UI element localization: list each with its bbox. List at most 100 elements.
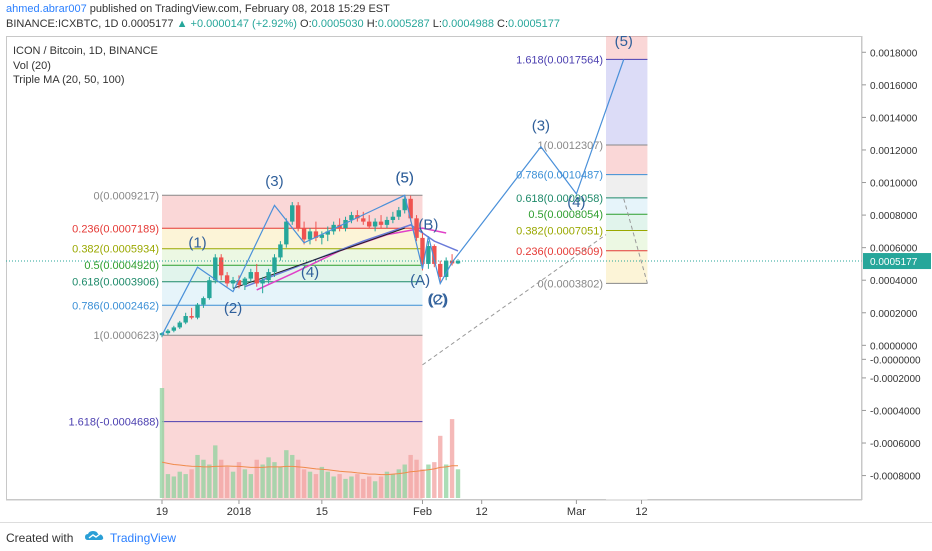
candle-body — [390, 216, 396, 220]
volume-bar — [213, 445, 218, 498]
legend-triple-ma: Triple MA (20, 50, 100) — [13, 74, 125, 86]
fib-level-label: 0.5(0.0004920) — [84, 260, 159, 272]
volume-bar — [219, 459, 224, 498]
trend-line — [232, 227, 405, 289]
volume-bar — [165, 474, 171, 498]
elliott-wave-path — [161, 59, 625, 336]
volume-bar — [272, 462, 277, 498]
candle-body — [278, 244, 283, 258]
fib-zone-right — [606, 214, 648, 231]
price-tick-label: -0.0000000 — [870, 355, 921, 366]
price-tick-label: 0.0014000 — [870, 113, 918, 124]
fib-level-label: 0(0.0009217) — [94, 190, 159, 202]
fib-zone-right — [606, 174, 648, 198]
fib-level-label: 0.382(0.0005934) — [72, 244, 159, 256]
volume-bar — [372, 481, 378, 498]
volume-bar — [367, 476, 372, 498]
price-tick-label: 0.0006000 — [870, 244, 918, 255]
candle-body — [307, 231, 313, 240]
candle-body — [349, 215, 354, 220]
wave-label: (2) — [429, 292, 447, 309]
last-price-badge — [863, 253, 931, 270]
volume-bar — [384, 471, 390, 498]
candle-body — [266, 272, 271, 281]
candle-body — [207, 280, 212, 299]
candle-body — [254, 272, 259, 284]
candle-body — [219, 257, 224, 276]
fib-zone-right-ext — [606, 36, 648, 60]
fib-level-label: 1.618(-0.0004688) — [68, 417, 159, 429]
wave-label: (3) — [265, 173, 283, 190]
candle-body — [213, 257, 218, 281]
candle-body — [224, 275, 230, 284]
last-value: 0.0005177 — [121, 18, 174, 30]
candle-body — [384, 219, 390, 225]
published-text: published on TradingView.com, February 0… — [89, 3, 390, 15]
candle-body — [343, 219, 348, 229]
candle-body — [165, 330, 171, 334]
candle-body — [414, 218, 419, 238]
volume-bar — [207, 464, 212, 498]
fib-level-label: 1(0.0012307) — [538, 140, 603, 152]
tradingview-brand[interactable]: TradingView — [110, 531, 177, 545]
fib-zone-right — [606, 230, 648, 251]
candle-body — [272, 257, 277, 273]
time-tick-label: Mar — [567, 506, 586, 518]
volume-bar — [455, 469, 461, 498]
fib-level-label: 0.618(0.0003906) — [72, 277, 159, 289]
volume-bar — [290, 454, 295, 498]
candle-body — [295, 205, 301, 229]
volume-bar — [390, 474, 396, 498]
pane-group: 0(0.0009217) 0.236(0.0007189) 0.382(0.0005… — [68, 36, 648, 500]
volume-bar — [236, 462, 242, 498]
chart-legend: ICON / Bitcoin, 1D, BINANCE Vol (20) Tri… — [13, 44, 158, 88]
chart-canvas[interactable]: 0(0.0009217) 0.236(0.0007189) 0.382(0.0005… — [0, 0, 932, 522]
wave-label: (5) — [396, 170, 414, 187]
volume-bar — [278, 466, 283, 498]
candle-body — [183, 316, 188, 323]
volume-bar — [337, 474, 342, 498]
time-tick-label: Feb — [413, 506, 432, 518]
wave-label: (1) — [188, 235, 206, 252]
time-tick-label: 12 — [635, 506, 647, 518]
ohlc-bar: BINANCE:ICXBTC, 1D 0.0005177 ▲ +0.000014… — [6, 18, 560, 30]
volume-bar — [159, 388, 165, 498]
symbol-label: BINANCE:ICXBTC, 1D — [6, 18, 119, 30]
volume-bar — [266, 457, 271, 498]
price-tick-label: 0.0010000 — [870, 179, 918, 190]
volume-bar — [349, 476, 354, 498]
author-link[interactable]: ahmed.abrar007 — [6, 3, 87, 15]
wave-label: (2) — [224, 300, 242, 317]
candle-body — [189, 316, 194, 318]
low-value: 0.0004988 — [441, 18, 494, 30]
volume-bar — [295, 459, 301, 498]
volume-bar — [284, 450, 289, 498]
wave-label: (A) — [410, 272, 430, 289]
price-tick-label: -0.0002000 — [870, 374, 921, 385]
fib-level-label: 0.786(0.0002462) — [72, 300, 159, 312]
legend-title: ICON / Bitcoin, 1D, BINANCE — [13, 45, 158, 57]
close-value: 0.0005177 — [508, 18, 561, 30]
candle-body — [319, 234, 325, 238]
volume-bar — [242, 469, 248, 498]
wave-label: (4) — [567, 194, 585, 211]
footer: Created with TradingView — [0, 522, 932, 551]
tradingview-cloud-icon[interactable] — [84, 529, 106, 543]
volume-bar — [414, 459, 419, 498]
volume-bar — [361, 478, 366, 498]
candle-body — [195, 304, 200, 318]
fib-level-label: 0.382(0.0007051) — [516, 226, 603, 238]
candle-body — [432, 246, 437, 264]
open-label: O: — [300, 18, 312, 30]
fib-level-label: 1.618(0.0017564) — [516, 54, 603, 66]
volume-bar — [420, 469, 425, 498]
candle-body — [325, 231, 330, 235]
volume-bar — [378, 476, 384, 498]
price-tick-label: 0.0012000 — [870, 146, 918, 157]
wave-label: (3) — [532, 117, 550, 134]
volume-bar — [331, 476, 336, 498]
price-tick-label: 0.0016000 — [870, 81, 918, 92]
volume-bar — [319, 466, 325, 498]
price-tick-label: -0.0008000 — [870, 472, 921, 483]
volume-bar — [254, 459, 259, 498]
